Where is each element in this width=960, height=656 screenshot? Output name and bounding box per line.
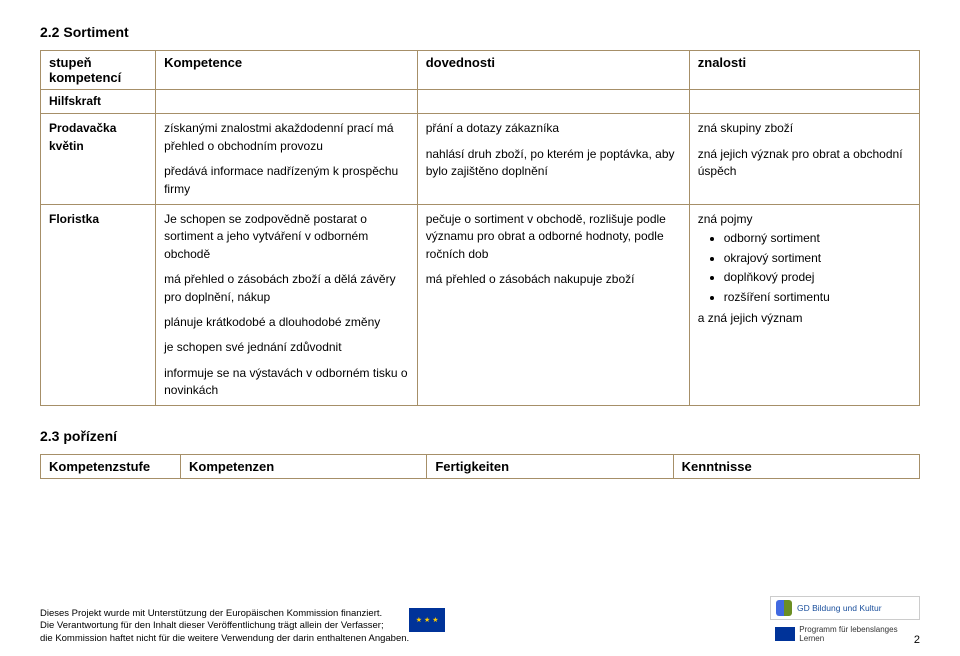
eu-mini-flag-icon <box>775 627 795 641</box>
table-header-row: stupeň kompetencí Kompetence dovednosti … <box>41 51 920 90</box>
th-dovednosti: dovednosti <box>417 51 689 90</box>
lll-label: Programm für lebenslanges Lernen <box>799 625 915 643</box>
page-number: 2 <box>914 634 920 646</box>
th-fertigkeiten: Fertigkeiten <box>427 455 673 479</box>
list-item: okrajový sortiment <box>724 250 911 267</box>
th-kenntnisse: Kenntnisse <box>673 455 919 479</box>
cell-floristka-znalosti: zná pojmy odborný sortiment okrajový sor… <box>689 204 919 406</box>
th-kompetenzstufe: Kompetenzstufe <box>41 455 181 479</box>
footer-line: Dieses Projekt wurde mit Unterstützung d… <box>40 608 409 621</box>
list-item: odborný sortiment <box>724 230 911 247</box>
cell-hilfskraft: Hilfskraft <box>41 90 156 114</box>
cell-prodavacka-znalosti: zná skupiny zbožízná jejich význak pro o… <box>689 114 919 205</box>
gd-bildung-logo: GD Bildung und Kultur <box>770 596 920 620</box>
row-prodavacka: Prodavačka květin získanými znalostmi ak… <box>41 114 920 205</box>
th-stupen: stupeň kompetencí <box>41 51 156 90</box>
section-2-3-title: 2.3 pořízení <box>40 428 920 444</box>
gd-label: GD Bildung und Kultur <box>797 603 882 613</box>
table-sortiment: stupeň kompetencí Kompetence dovednosti … <box>40 50 920 406</box>
znalosti-pre: zná pojmy <box>698 211 911 228</box>
footer-line: Die Verantwortung für den Inhalt dieser … <box>40 620 409 633</box>
znalosti-list: odborný sortiment okrajový sortiment dop… <box>698 230 911 306</box>
footer: Dieses Projekt wurde mit Unterstützung d… <box>40 596 920 646</box>
th-kompetenzen: Kompetenzen <box>181 455 427 479</box>
cell-empty <box>156 90 418 114</box>
th-kompetence: Kompetence <box>156 51 418 90</box>
cell-prodavacka-dovednosti: přání a dotazy zákazníkanahlásí druh zbo… <box>417 114 689 205</box>
lll-logo: Programm für lebenslanges Lernen <box>770 622 920 646</box>
cell-empty <box>417 90 689 114</box>
znalosti-post: a zná jejich význam <box>698 310 911 327</box>
cell-label-floristka: Floristka <box>41 204 156 406</box>
cell-floristka-kompetence: Je schopen se zodpovědně postarat o sort… <box>156 204 418 406</box>
list-item: rozšíření sortimentu <box>724 289 911 306</box>
th-znalosti: znalosti <box>689 51 919 90</box>
cell-prodavacka-kompetence: získanými znalostmi akaždodenní prací má… <box>156 114 418 205</box>
row-floristka: Floristka Je schopen se zodpovědně posta… <box>41 204 920 406</box>
section-2-2-title: 2.2 Sortiment <box>40 24 920 40</box>
footer-logos: GD Bildung und Kultur Programm für leben… <box>770 596 920 646</box>
eu-flag-icon: ★ ★ ★ <box>409 608 445 632</box>
footer-disclaimer: Dieses Projekt wurde mit Unterstützung d… <box>40 608 409 646</box>
cell-floristka-dovednosti: pečuje o sortiment v obchodě, rozlišuje … <box>417 204 689 406</box>
cell-empty <box>689 90 919 114</box>
list-item: doplňkový prodej <box>724 269 911 286</box>
cell-label-prodavacka: Prodavačka květin <box>41 114 156 205</box>
gd-icon <box>776 600 792 616</box>
table-porizeni: Kompetenzstufe Kompetenzen Fertigkeiten … <box>40 454 920 479</box>
row-hilfskraft: Hilfskraft <box>41 90 920 114</box>
footer-line: die Kommission haftet nicht für die weit… <box>40 633 409 646</box>
table-header-row: Kompetenzstufe Kompetenzen Fertigkeiten … <box>41 455 920 479</box>
